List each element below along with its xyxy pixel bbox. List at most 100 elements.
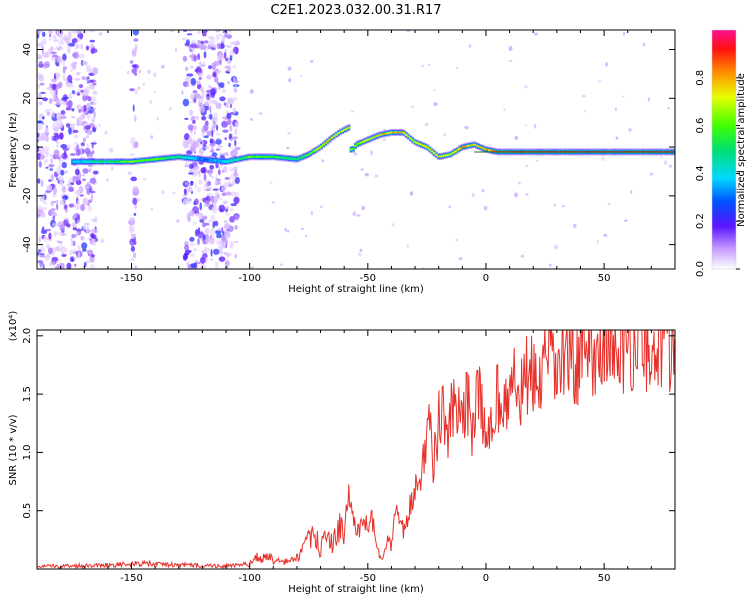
spectrogram-track-cell (275, 156, 279, 158)
spectrogram-noise-speck (181, 90, 184, 95)
spectrogram-noise-speck (77, 38, 81, 41)
spectrogram-noise-speck (193, 247, 197, 252)
spectrogram-noise-speck (211, 205, 218, 214)
spectrogram-track-cell (451, 152, 455, 154)
spectrogram-noise-speck (210, 227, 216, 236)
spectrogram-noise-speck (197, 30, 201, 34)
spectrogram-noise-speck (85, 45, 89, 51)
spectrogram-noise-speck (206, 188, 211, 191)
spectrogram-noise-speck (194, 125, 197, 131)
spectrogram-noise-speck (74, 168, 80, 175)
spectrogram-track-cell (481, 147, 485, 149)
snr-series-line (37, 330, 675, 569)
spectrogram-noise-speck (53, 186, 57, 195)
spectrogram-noise-speck (212, 98, 215, 104)
spectrogram-noise-speck (71, 90, 75, 95)
colorbar-ticks: 0.0 0.2 0.4 0.6 0.8 (695, 70, 740, 277)
spectrogram-noise-speck (143, 178, 147, 181)
spectrogram-noise-speck (72, 122, 75, 129)
spectrogram-track-cell (226, 160, 230, 163)
spectrogram-noise-speck (64, 208, 68, 213)
spectrogram-noise-speck (582, 95, 586, 98)
spectrogram-noise-speck (93, 140, 96, 143)
spectrogram-track-cell (241, 157, 245, 160)
spectrogram-noise-speck (65, 123, 71, 128)
spectrogram-noise-speck (130, 235, 135, 240)
spectrogram-track-cell (483, 148, 487, 150)
spectrogram-noise-speck (57, 241, 63, 244)
spectrogram-noise-speck (91, 142, 94, 149)
spectrogram-noise-speck (192, 119, 196, 124)
spectrogram-noise-speck (189, 54, 193, 58)
spectrogram-noise-speck (172, 191, 176, 195)
spectrogram-noise-speck (90, 193, 94, 202)
spectrogram-noise-speck (224, 51, 227, 59)
spectrogram-noise-speck (217, 145, 223, 148)
spectrogram-noise-speck (52, 34, 57, 39)
spectrogram-noise-speck (51, 111, 55, 118)
spectrogram-noise-speck (235, 40, 240, 45)
spectrogram-noise-speck (458, 257, 463, 261)
spectrogram-noise-speck (80, 236, 84, 240)
spectrogram-noise-speck (82, 89, 89, 97)
y-tick-label: 2.0 (22, 328, 33, 344)
spectrogram-noise-speck (72, 175, 76, 183)
spectrogram-noise-speck (46, 149, 49, 158)
spectrogram-noise-speck (188, 136, 192, 142)
spectrogram-track-cell (426, 146, 430, 149)
spectrogram-noise-speck (370, 150, 373, 156)
spectrogram-noise-speck (53, 149, 60, 157)
spectrogram-noise-speck (229, 208, 235, 212)
spectrogram-noise-speck (230, 41, 236, 45)
spectrogram-track-cell (152, 158, 155, 161)
spectrogram-noise-speck (193, 93, 201, 98)
spectrogram-noise-speck (138, 69, 142, 74)
spectrogram-noise-speck (624, 219, 628, 222)
spectrogram-noise-speck (67, 31, 72, 38)
spectrogram-noise-speck (196, 186, 202, 193)
spectrogram-noise-speck (63, 66, 66, 71)
spectrogram-noise-speck (75, 232, 80, 237)
spectrogram-noise-speck (68, 42, 75, 47)
spectrogram-noise (37, 30, 673, 269)
spectrogram-noise-speck (288, 78, 292, 83)
spectrogram-track-cell (328, 138, 332, 141)
spectrogram-noise-speck (214, 181, 219, 186)
spectrogram-noise-speck (58, 40, 65, 46)
spectrogram-noise-speck (310, 210, 313, 216)
spectrogram-noise-speck (228, 133, 232, 140)
spectrogram-noise-speck (214, 68, 219, 72)
x-tick-label: 0 (483, 273, 489, 284)
spectrogram-noise-speck (188, 163, 194, 169)
spectrogram-track-cell (339, 131, 342, 133)
spectrogram-noise-speck (52, 222, 57, 227)
spectrogram-track-cell (400, 131, 404, 134)
spectrogram-noise-speck (203, 123, 209, 132)
spectrogram-noise-speck (198, 98, 201, 106)
spectrogram-noise-speck (215, 230, 222, 235)
spectrogram-noise-speck (53, 38, 59, 43)
spectrogram-track-cell (217, 160, 221, 162)
spectrogram-track-cell (290, 157, 293, 160)
spectrogram-noise-speck (204, 146, 210, 150)
spectrogram-noise-speck (67, 94, 73, 100)
spectrogram-noise-speck (204, 222, 210, 226)
spectrogram-track-cell (194, 157, 198, 160)
spectrogram-track-cell (473, 143, 476, 146)
spectrogram-track-cell (334, 133, 338, 136)
spectrogram-noise-speck (132, 30, 139, 36)
spectrogram-track-cell (75, 160, 79, 163)
spectrogram-noise-speck (189, 236, 195, 242)
spectrogram-noise-speck (59, 181, 63, 187)
spectrogram-noise-speck (222, 129, 229, 133)
spectrogram-noise-speck (187, 124, 194, 131)
spectrogram-noise-speck (43, 146, 50, 151)
spectrogram-noise-speck (90, 96, 97, 103)
spectrogram-noise-speck (517, 181, 521, 185)
spectrogram-noise-speck (207, 114, 210, 120)
spectrogram-noise-speck (202, 30, 208, 33)
spectrogram-track-cell (73, 160, 77, 163)
spectrogram-noise-speck (55, 97, 60, 104)
spectrogram-noise-speck (51, 252, 55, 256)
spectrogram-track-cell (266, 156, 270, 158)
